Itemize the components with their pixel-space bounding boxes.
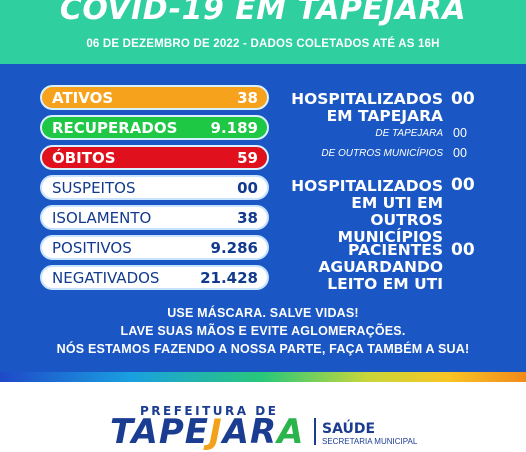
hospitalized-line-1: HOSPITALIZADOS: [291, 90, 443, 108]
footer-line-3: NÓS ESTAMOS FAZENDO A NOSSA PARTE, FAÇA …: [56, 342, 470, 356]
stat-label: NEGATIVADOS: [52, 268, 160, 287]
logo-prefeitura: PREFEITURA DE: [140, 404, 279, 418]
stat-obitos: ÓBITOS 59: [40, 145, 269, 170]
from-other-label: DE OUTROS MUNICÍPIOS: [321, 148, 443, 159]
from-tapejara-value: 00: [453, 126, 467, 140]
hospitalized-line-2: EM TAPEJARA: [326, 107, 443, 125]
waiting-line-3: LEITO EM UTI: [327, 275, 443, 293]
stat-negativados: NEGATIVADOS 21.428: [40, 265, 269, 290]
stat-label: ISOLAMENTO: [52, 208, 152, 227]
dept-name: SAÚDE: [322, 421, 376, 437]
hospitalized-value: 00: [451, 89, 475, 109]
stat-ativos: ATIVOS 38: [40, 85, 269, 110]
icu-line-1: HOSPITALIZADOS: [291, 177, 443, 195]
dept-subtitle: SECRETARIA MUNICIPAL: [322, 437, 418, 446]
waiting-heading: PACIENTES AGUARDANDO LEITO EM UTI: [280, 242, 443, 293]
footer-line-1: USE MÁSCARA. SALVE VIDAS!: [167, 306, 359, 320]
stat-label: ÓBITOS: [52, 148, 116, 167]
stat-value: 9.286: [210, 238, 258, 257]
stat-isolamento: ISOLAMENTO 38: [40, 205, 269, 230]
stat-label: ATIVOS: [52, 88, 114, 107]
hospitalized-heading: HOSPITALIZADOS EM TAPEJARA: [280, 91, 443, 125]
header-banner: COVID-19 EM TAPEJARA 06 DE DEZEMBRO DE 2…: [0, 0, 526, 64]
stat-value: 21.428: [200, 268, 258, 287]
report-date: 06 DE DEZEMBRO DE 2022 - DADOS COLETADOS…: [86, 38, 440, 50]
waiting-value: 00: [451, 240, 475, 260]
stat-value: 38: [237, 88, 258, 107]
city-logo: TAPEJARA: [110, 412, 305, 452]
stat-recuperados: RECUPERADOS 9.189: [40, 115, 269, 140]
stat-value: 38: [237, 208, 258, 227]
stat-label: SUSPEITOS: [52, 178, 136, 197]
stat-positivos: POSITIVOS 9.286: [40, 235, 269, 260]
stat-value: 9.189: [210, 118, 258, 137]
icu-value: 00: [451, 175, 475, 195]
stat-value: 59: [237, 148, 258, 167]
waiting-line-1: PACIENTES: [348, 241, 443, 259]
from-other-value: 00: [453, 146, 467, 160]
icu-line-3: MUNICÍPIOS: [337, 228, 443, 246]
logo-divider: [314, 418, 316, 445]
page-title: COVID-19 EM TAPEJARA: [59, 0, 467, 27]
from-tapejara-label: DE TAPEJARA: [375, 128, 443, 139]
stat-suspeitos: SUSPEITOS 00: [40, 175, 269, 200]
stat-value: 00: [237, 178, 258, 197]
rainbow-stripe: [0, 372, 526, 382]
stat-label: POSITIVOS: [52, 238, 132, 257]
icu-line-2: EM UTI EM OUTROS: [351, 194, 443, 229]
waiting-line-2: AGUARDANDO: [318, 258, 443, 276]
stat-label: RECUPERADOS: [52, 118, 178, 137]
footer-line-2: LAVE SUAS MÃOS E EVITE AGLOMERAÇÕES.: [120, 324, 406, 338]
icu-heading: HOSPITALIZADOS EM UTI EM OUTROS MUNICÍPI…: [280, 178, 443, 246]
